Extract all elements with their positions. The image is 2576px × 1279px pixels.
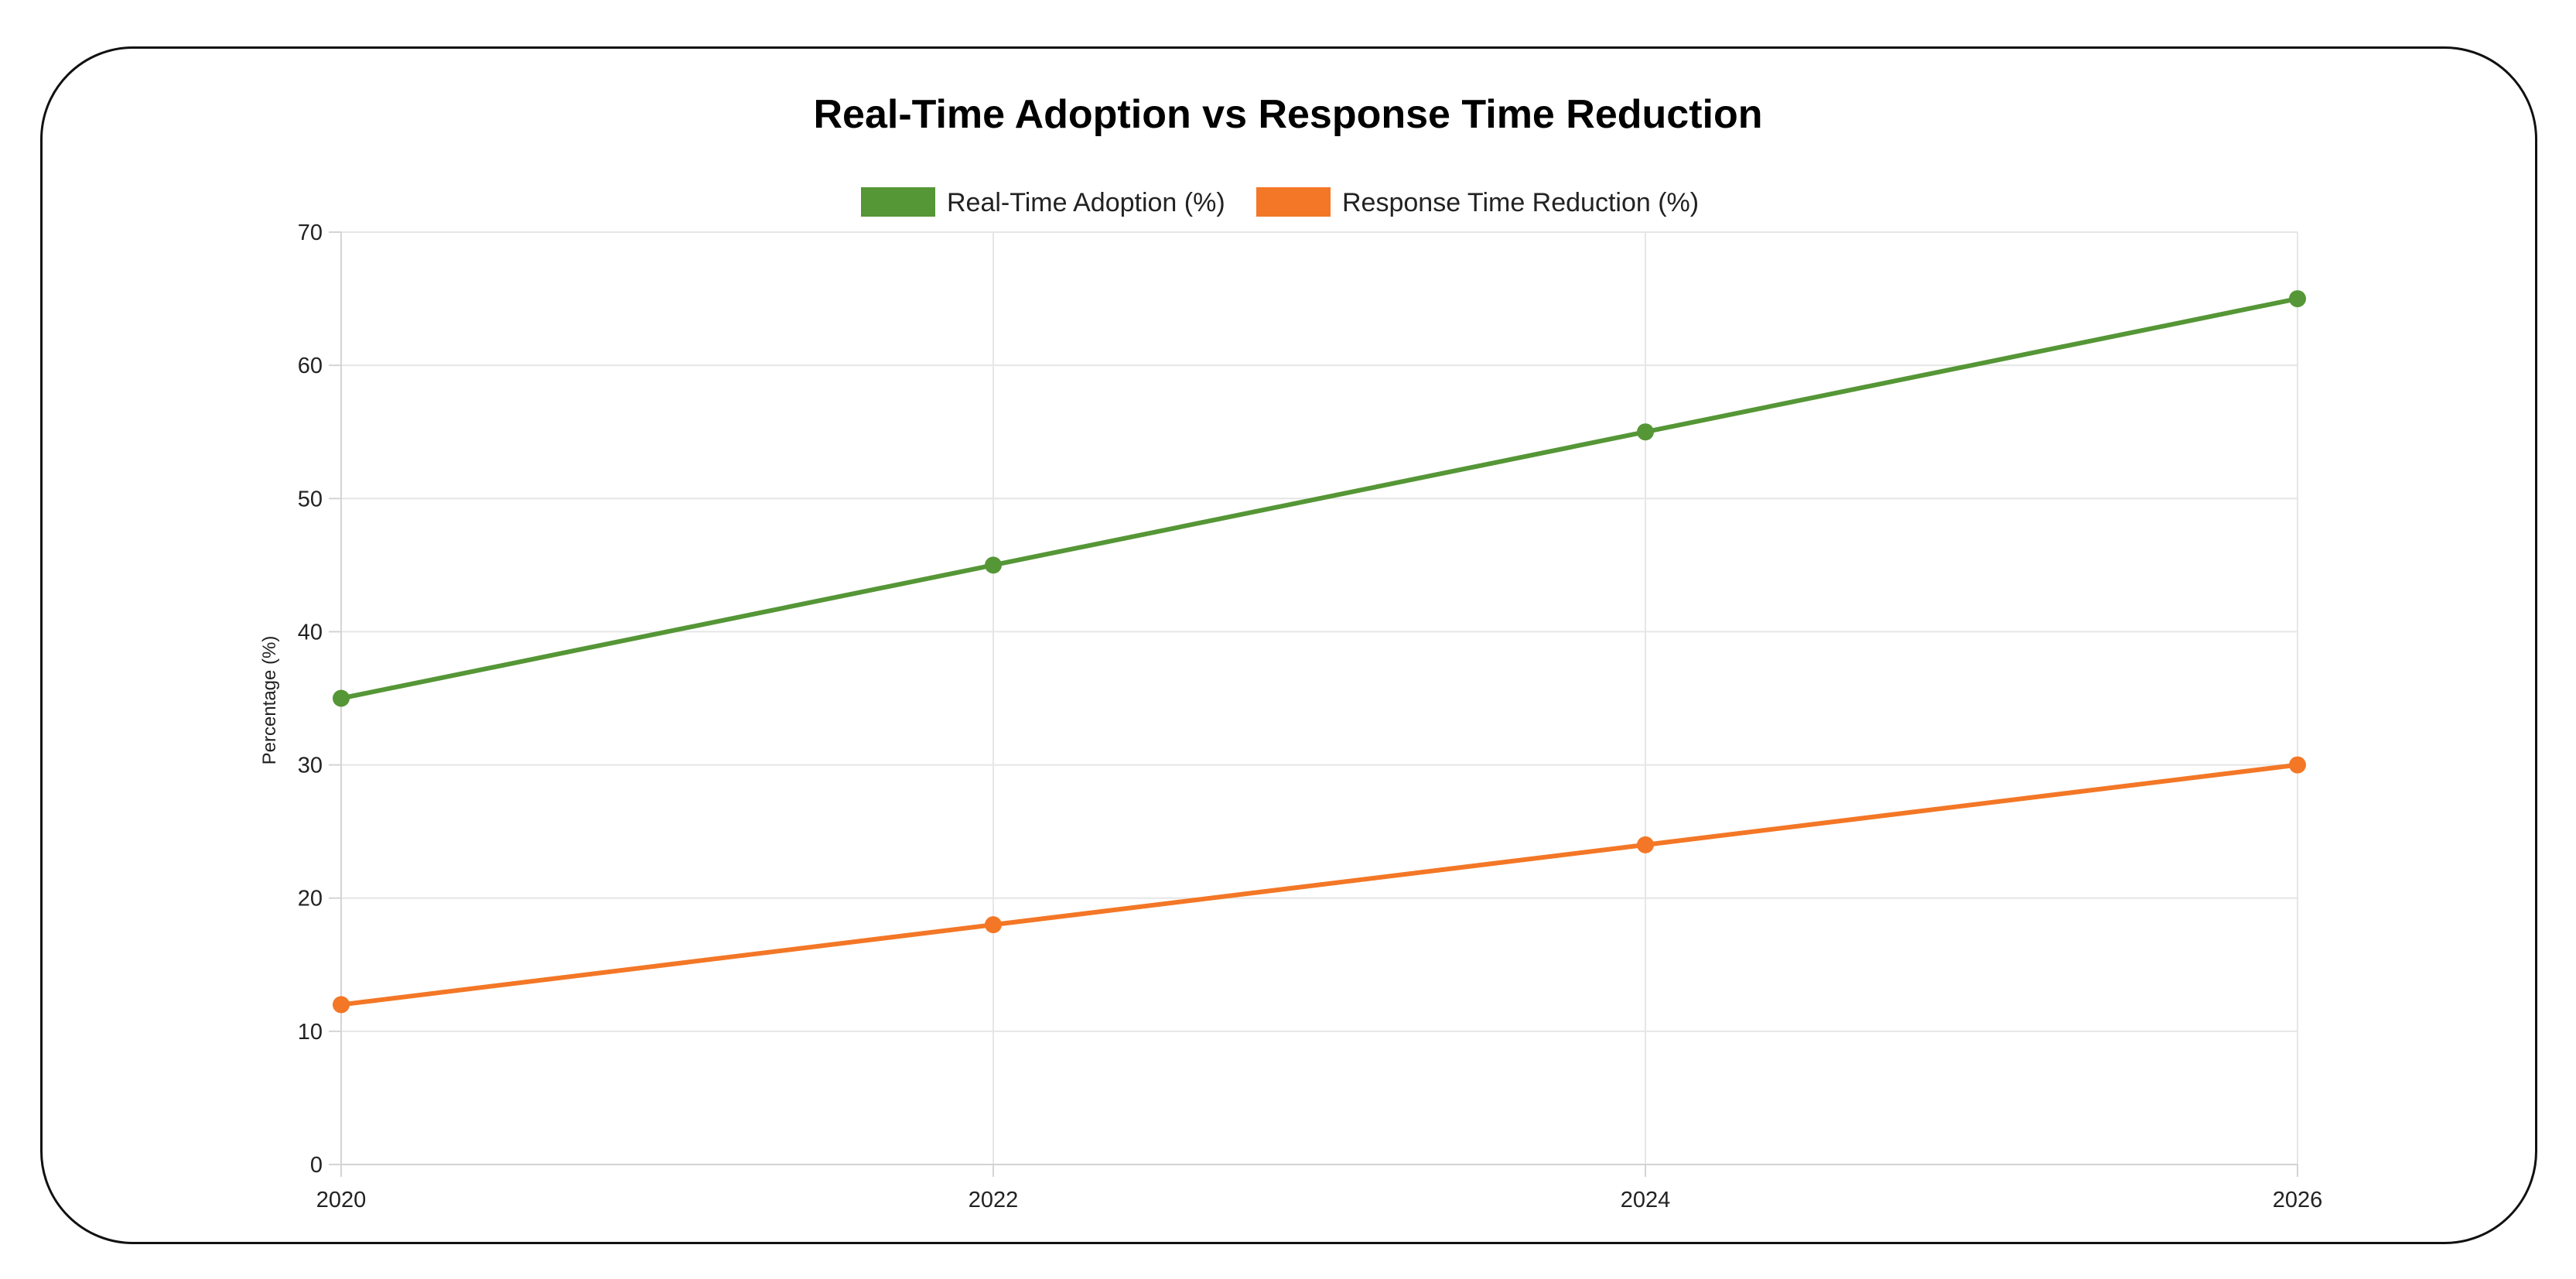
legend: Real-Time Adoption (%) Response Time Red… [861,187,1699,217]
data-point-response[interactable] [1637,836,1654,853]
x-tick-label: 2022 [969,1188,1019,1212]
x-tick-labels: 2020 2022 2024 2026 [316,1188,2323,1212]
y-tick-label: 50 [298,487,323,511]
data-point-response[interactable] [985,916,1002,934]
x-tick-label: 2024 [1621,1188,1671,1212]
y-tick-label: 70 [298,221,323,245]
x-tick-label: 2026 [2273,1188,2323,1212]
series-line-response [339,762,2300,1007]
data-point-adoption[interactable] [2289,290,2306,308]
data-point-response[interactable] [333,996,350,1014]
data-point-adoption[interactable] [333,689,350,707]
y-axis-label: Percentage (%) [259,636,280,765]
y-tick-label: 20 [298,887,323,911]
data-point-adoption[interactable] [1637,423,1654,441]
y-tick-label: 40 [298,620,323,645]
y-tick-label: 30 [298,754,323,778]
x-tick-label: 2020 [316,1188,367,1212]
chart-card [40,46,2537,1244]
y-tick-label: 60 [298,354,323,378]
series-line-adoption [339,296,2300,701]
legend-label-response[interactable]: Response Time Reduction (%) [1342,188,1699,217]
data-point-adoption[interactable] [985,556,1002,574]
series-points [333,290,2306,1014]
axes [329,231,2298,1177]
legend-swatch-response[interactable] [1256,187,1331,217]
legend-swatch-adoption[interactable] [861,187,935,217]
data-point-response[interactable] [2289,756,2306,774]
y-tick-label: 0 [310,1153,323,1178]
grid-lines [341,231,2298,1164]
chart-title: Real-Time Adoption vs Response Time Redu… [813,92,1762,137]
y-tick-label: 10 [298,1020,323,1045]
series-lines [339,296,2300,1007]
y-tick-labels: 0 10 20 30 40 50 60 70 [298,221,323,1178]
legend-label-adoption[interactable]: Real-Time Adoption (%) [947,188,1225,217]
